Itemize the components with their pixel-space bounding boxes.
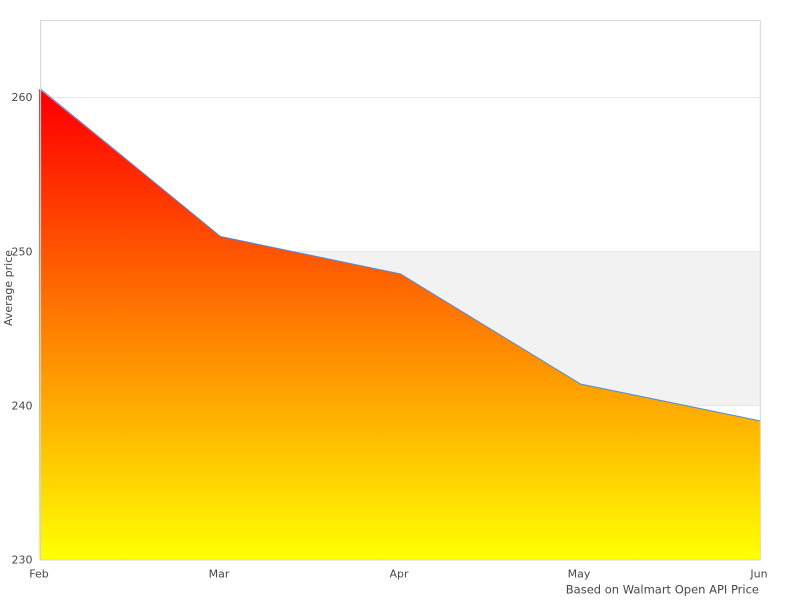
svg-text:230: 230 bbox=[12, 554, 33, 567]
svg-text:May: May bbox=[568, 568, 591, 581]
svg-text:Apr: Apr bbox=[389, 568, 409, 581]
svg-text:260: 260 bbox=[12, 91, 33, 104]
svg-text:Mar: Mar bbox=[209, 568, 230, 581]
svg-text:250: 250 bbox=[12, 245, 33, 258]
svg-text:Average price: Average price bbox=[2, 250, 15, 326]
svg-text:Feb: Feb bbox=[29, 568, 48, 581]
svg-text:240: 240 bbox=[12, 399, 33, 412]
svg-text:Jun: Jun bbox=[749, 568, 767, 581]
svg-text:Based on Walmart Open API Pric: Based on Walmart Open API Price bbox=[566, 583, 759, 597]
